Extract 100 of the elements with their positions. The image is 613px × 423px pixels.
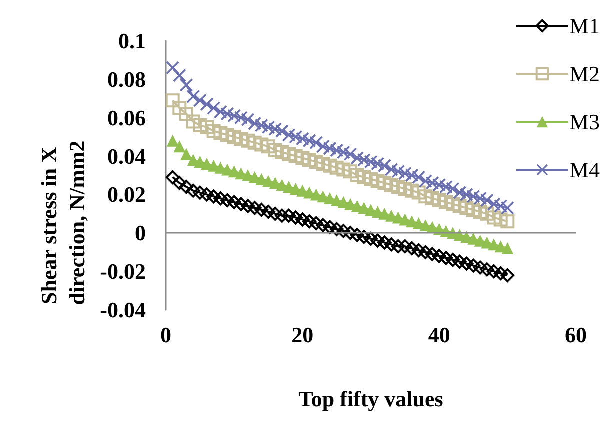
point: [174, 140, 186, 153]
point: [316, 218, 330, 232]
point: [370, 174, 385, 188]
point: [364, 232, 378, 246]
point: [412, 186, 426, 200]
point: [254, 138, 269, 152]
point: [193, 186, 208, 200]
point: [364, 172, 378, 186]
point: [288, 210, 303, 225]
point: [466, 258, 480, 273]
point: [350, 228, 364, 242]
point: [268, 144, 282, 158]
point: [241, 199, 255, 214]
point: [446, 197, 460, 212]
point: [323, 158, 337, 173]
point: [262, 140, 276, 154]
x-tick-label: 60: [565, 322, 587, 348]
point: [391, 180, 406, 194]
point: [357, 170, 372, 184]
point: [432, 193, 446, 208]
point: [391, 240, 406, 254]
point: [323, 220, 337, 234]
y-tick-label: 0.1: [118, 28, 146, 54]
point: [418, 190, 433, 204]
point: [309, 155, 324, 170]
point: [186, 114, 200, 129]
point: [234, 132, 248, 146]
point: [309, 216, 324, 231]
point: [194, 94, 207, 108]
point: [378, 176, 392, 190]
point: [500, 268, 515, 282]
point: [206, 190, 221, 204]
point: [254, 203, 269, 218]
point: [336, 224, 351, 238]
point: [282, 147, 296, 162]
point: [466, 203, 480, 218]
legend-label: M2: [569, 62, 600, 86]
point: [452, 254, 467, 269]
point: [193, 118, 208, 133]
point: [357, 230, 372, 244]
point: [487, 210, 501, 225]
point: [350, 168, 364, 182]
point: [426, 192, 440, 206]
y-tick-label: 0.02: [108, 182, 146, 208]
y-tick-label: -0.04: [100, 298, 146, 322]
point: [344, 226, 358, 240]
point: [384, 238, 398, 252]
legend-label: M4: [569, 158, 600, 182]
point: [186, 184, 200, 198]
point: [473, 260, 488, 275]
point: [330, 160, 344, 175]
point: [439, 195, 454, 210]
point: [200, 188, 214, 202]
legend-label: M1: [569, 14, 600, 38]
point: [166, 170, 180, 184]
y-tick-label: 0.04: [108, 144, 146, 169]
y-tick-label: 0: [135, 220, 146, 246]
point: [398, 182, 412, 196]
point: [446, 253, 460, 268]
legend-label: M3: [569, 110, 600, 134]
point: [487, 264, 501, 279]
point: [166, 134, 179, 147]
point: [180, 148, 192, 160]
point: [405, 242, 419, 256]
x-tick-label: 20: [292, 322, 314, 348]
point: [501, 202, 514, 215]
point: [384, 178, 398, 192]
point: [200, 120, 214, 134]
point: [166, 94, 180, 108]
point: [418, 245, 433, 260]
point: [241, 134, 255, 148]
point: [214, 126, 228, 140]
point: [234, 197, 248, 212]
point: [262, 205, 276, 220]
point: [460, 256, 474, 271]
x-axis-title: Top fifty values: [298, 386, 444, 412]
point: [426, 247, 440, 262]
point: [370, 234, 385, 248]
point: [330, 222, 344, 236]
point: [248, 136, 262, 150]
point: [432, 249, 446, 264]
point: [302, 214, 316, 229]
point: [180, 78, 193, 92]
point: [480, 262, 494, 277]
y-tick-label: 0.08: [108, 66, 146, 92]
point: [439, 251, 454, 266]
point: [172, 176, 187, 190]
point: [172, 101, 187, 116]
point: [452, 199, 467, 214]
point: [316, 156, 330, 171]
point: [180, 107, 194, 122]
point: [220, 193, 234, 208]
point: [336, 162, 351, 177]
point: [480, 206, 494, 221]
point: [180, 180, 194, 194]
y-tick-label: -0.02: [100, 259, 146, 284]
point: [288, 149, 303, 164]
point: [275, 145, 290, 160]
point: [275, 208, 290, 223]
point: [296, 212, 310, 227]
